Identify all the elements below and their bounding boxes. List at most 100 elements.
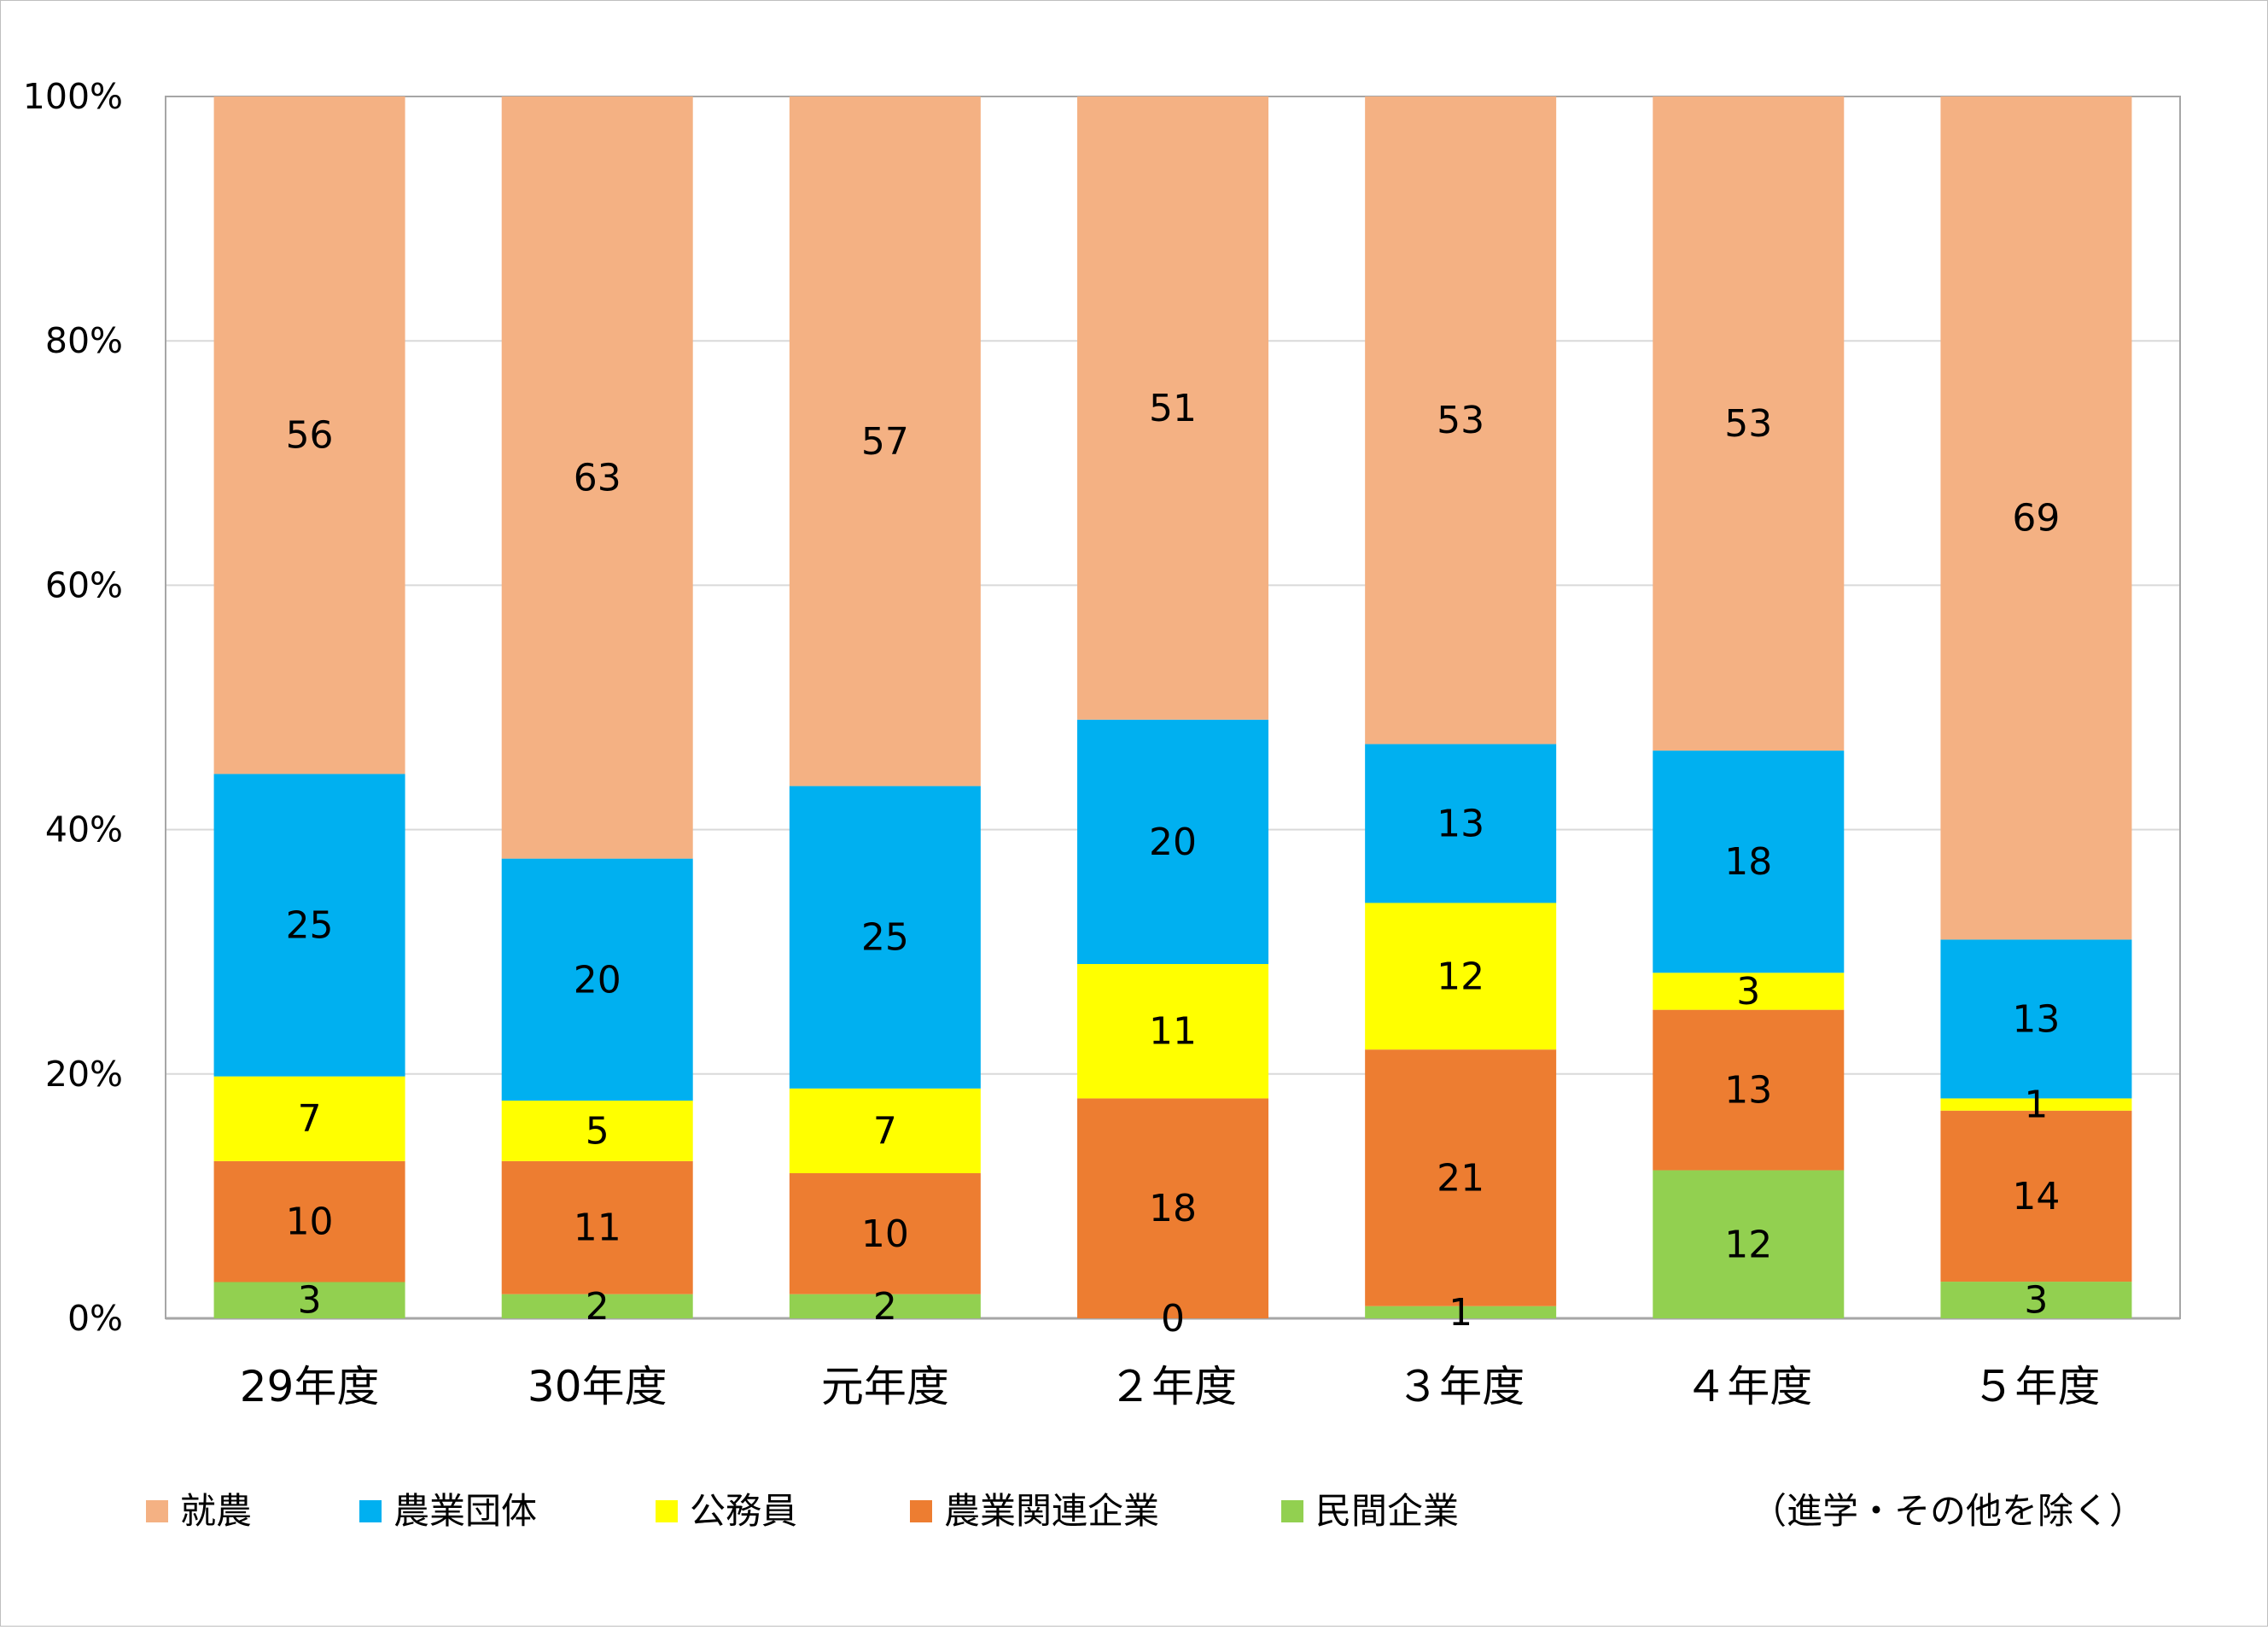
bar-segment	[789, 1088, 981, 1173]
bar-segment	[501, 858, 693, 1101]
data-label: 1	[1449, 1291, 1472, 1335]
y-axis: 0% 20% 40% 60% 80% 100%	[23, 76, 123, 1339]
x-tick-label: 29年度	[240, 1362, 380, 1411]
chart-note: （進学・その他を除く）	[1751, 1490, 2145, 1532]
data-label: 63	[574, 456, 621, 500]
legend: 就農 農業団体 公務員 農業関連企業 民間企業	[146, 1490, 1459, 1532]
data-label: 2	[873, 1285, 897, 1329]
data-label: 20	[1149, 821, 1197, 864]
data-label: 13	[1724, 1069, 1772, 1113]
legend-swatch	[359, 1500, 382, 1522]
data-label: 25	[861, 916, 909, 960]
data-label: 25	[286, 904, 334, 948]
data-labels: 3107255621152063210725570181120511211213…	[286, 387, 2061, 1341]
data-label: 56	[286, 414, 334, 458]
data-label: 7	[873, 1109, 897, 1153]
data-label: 18	[1724, 840, 1772, 884]
x-tick-label: ３年度	[1396, 1362, 1525, 1411]
bar-segment	[1940, 96, 2132, 940]
y-tick-label: 20%	[45, 1054, 123, 1095]
data-label: 57	[861, 420, 909, 464]
x-axis: 29年度 30年度 元年度 ２年度 ３年度 ４年度 ５年度	[240, 1362, 2101, 1411]
data-label: 69	[2012, 497, 2060, 540]
bar-segment	[1365, 744, 1557, 903]
bar-segment	[1365, 903, 1557, 1050]
bar-segment	[789, 96, 981, 786]
data-label: 51	[1149, 387, 1197, 430]
bar-segment	[1653, 1009, 1845, 1171]
bar-segment	[1077, 719, 1268, 965]
data-label: 13	[1437, 802, 1484, 845]
legend-label: 農業団体	[394, 1490, 537, 1532]
data-label: 12	[1437, 955, 1484, 998]
legend-label: 民間企業	[1315, 1490, 1459, 1532]
bar-segment	[1653, 973, 1845, 1010]
y-tick-label: 100%	[23, 76, 123, 117]
bar-segment	[1940, 1282, 2132, 1318]
bar-segment	[213, 96, 405, 774]
x-tick-label: ５年度	[1972, 1362, 2100, 1411]
x-tick-label: ４年度	[1684, 1362, 1812, 1411]
data-label: 0	[1161, 1297, 1185, 1341]
data-label: 11	[1149, 1010, 1197, 1054]
bar-segment	[789, 1172, 981, 1294]
bar-segment	[501, 1100, 693, 1161]
legend-label: 農業関連企業	[944, 1490, 1159, 1532]
bar-segment	[213, 1076, 405, 1161]
data-label: 12	[1724, 1223, 1772, 1266]
bar-segment	[501, 96, 693, 859]
legend-swatch	[656, 1500, 678, 1522]
bar-segment	[501, 1160, 693, 1294]
y-tick-label: 60%	[45, 564, 123, 605]
bar-segment	[1077, 964, 1268, 1099]
data-label: 5	[586, 1109, 609, 1153]
data-label: 3	[298, 1279, 322, 1323]
bar-segment	[213, 1282, 405, 1318]
data-label: 53	[1724, 402, 1772, 446]
x-tick-label: ２年度	[1109, 1362, 1237, 1411]
data-label: 10	[286, 1201, 334, 1244]
bar-segment	[1940, 1098, 2132, 1111]
bar-segment	[1365, 96, 1557, 745]
data-label: 11	[574, 1206, 621, 1250]
bar-segment	[1653, 751, 1845, 973]
data-label: 14	[2012, 1175, 2060, 1218]
data-label: 18	[1149, 1187, 1197, 1230]
bar-segment	[213, 774, 405, 1077]
bar-segment	[1940, 939, 2132, 1099]
data-label: 21	[1437, 1156, 1484, 1200]
bar-segment	[1653, 96, 1845, 751]
bar-segment	[213, 1160, 405, 1282]
x-tick-label: 元年度	[821, 1362, 949, 1411]
bar-segment	[1077, 1098, 1268, 1318]
data-label: 53	[1437, 399, 1484, 442]
legend-label: 就農	[180, 1490, 252, 1532]
bars	[213, 96, 2132, 1318]
bar-segment	[1940, 1110, 2132, 1282]
data-label: 7	[298, 1097, 322, 1141]
x-tick-label: 30年度	[528, 1362, 668, 1411]
data-label: 2	[586, 1285, 609, 1329]
data-label: 20	[574, 958, 621, 1002]
data-label: 3	[2024, 1279, 2048, 1323]
bar-segment	[1077, 96, 1268, 720]
bar-segment	[1365, 1306, 1557, 1318]
bar-segment	[789, 1294, 981, 1318]
y-tick-label: 0%	[67, 1298, 123, 1339]
bar-segment	[1653, 1170, 1845, 1318]
data-label: 10	[861, 1212, 909, 1256]
legend-swatch	[1281, 1500, 1303, 1522]
bar-segment	[789, 786, 981, 1089]
legend-label: 公務員	[690, 1490, 797, 1532]
y-tick-label: 80%	[45, 320, 123, 361]
data-label: 13	[2012, 997, 2060, 1041]
data-label: 3	[1736, 970, 1760, 1014]
bar-segment	[1365, 1049, 1557, 1306]
legend-swatch	[910, 1500, 932, 1522]
y-tick-label: 40%	[45, 809, 123, 850]
legend-swatch	[146, 1500, 168, 1522]
data-label: 1	[2024, 1084, 2048, 1127]
bar-segment	[501, 1294, 693, 1318]
